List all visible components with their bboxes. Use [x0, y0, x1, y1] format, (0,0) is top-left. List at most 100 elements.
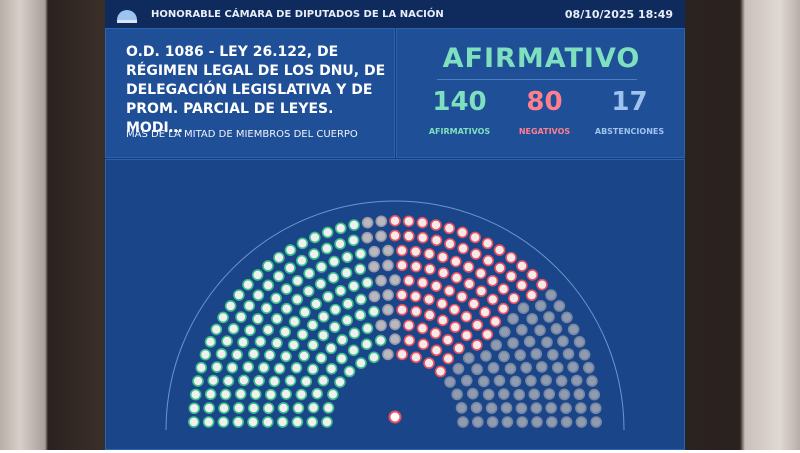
- seat: [188, 402, 201, 415]
- seat: [355, 293, 367, 306]
- seat: [237, 336, 249, 349]
- seat: [450, 272, 463, 284]
- seat: [343, 365, 356, 378]
- seat: [334, 222, 347, 235]
- seat: [268, 375, 281, 388]
- seat: [436, 251, 449, 263]
- seat: [463, 278, 476, 290]
- seat: [211, 361, 223, 373]
- seat: [317, 374, 330, 387]
- seat: [203, 402, 215, 414]
- seat: [504, 362, 517, 375]
- seat: [423, 293, 435, 306]
- seat: [423, 248, 436, 260]
- seat: [396, 259, 408, 272]
- seat: [291, 293, 304, 306]
- seat: [487, 362, 500, 374]
- seat: [520, 361, 532, 374]
- seat: [284, 374, 297, 387]
- seat: [327, 272, 340, 284]
- seat: [498, 326, 511, 338]
- seat: [409, 245, 422, 258]
- logo: [117, 10, 137, 23]
- seat: [300, 375, 313, 388]
- seat: [471, 416, 484, 428]
- seat: [382, 289, 394, 301]
- seat: [588, 388, 601, 401]
- seat: [361, 322, 374, 335]
- seat: [325, 362, 338, 375]
- seat: [329, 303, 342, 316]
- seat: [396, 244, 408, 257]
- seat: [494, 262, 506, 274]
- seat: [443, 285, 456, 297]
- seat: [262, 416, 274, 428]
- seat: [515, 279, 528, 292]
- majority: MÁS DE LA MITAD DE MIEMBROS DEL CUERPO: [126, 129, 358, 140]
- result: AFIRMATIVO: [442, 43, 641, 74]
- seat: [481, 237, 494, 250]
- seat: [455, 402, 468, 414]
- seat: [306, 319, 319, 331]
- seat: [479, 306, 491, 319]
- seat: [284, 262, 296, 274]
- seat: [525, 374, 537, 387]
- seat: [485, 402, 498, 414]
- seat: [471, 363, 483, 376]
- seat: [277, 402, 290, 414]
- seat: [188, 416, 200, 428]
- seat: [232, 416, 244, 428]
- seat: [375, 274, 387, 287]
- tally-count: 80: [526, 87, 563, 117]
- seat: [441, 334, 454, 346]
- seat: [560, 416, 573, 428]
- header-bar: HONORABLE CÁMARA DE DIPUTADOS DE LA NACI…: [105, 0, 685, 28]
- tally-label: NEGATIVOS: [518, 127, 571, 136]
- seat: [322, 290, 334, 303]
- seat: [218, 402, 230, 414]
- seat: [375, 215, 388, 228]
- seat: [382, 348, 394, 361]
- seat: [507, 313, 519, 325]
- seat: [210, 323, 223, 336]
- seat: [443, 222, 456, 235]
- seat: [296, 328, 309, 341]
- seat: [578, 348, 591, 361]
- seat: [424, 263, 436, 275]
- seat: [309, 231, 321, 244]
- seat: [251, 269, 264, 281]
- seat: [480, 350, 492, 362]
- seat: [429, 327, 442, 340]
- seat: [409, 290, 422, 303]
- seat: [497, 283, 510, 295]
- seat: [347, 280, 360, 292]
- seat: [442, 352, 455, 365]
- seat: [231, 348, 243, 361]
- seat: [444, 238, 456, 250]
- seat: [252, 313, 264, 325]
- seat: [273, 251, 285, 264]
- seat: [321, 242, 333, 255]
- seat: [553, 300, 566, 312]
- seat: [307, 339, 319, 351]
- seat: [474, 267, 487, 280]
- seat: [410, 260, 422, 273]
- seat: [368, 245, 381, 258]
- seat: [347, 344, 360, 357]
- seat: [430, 234, 443, 247]
- seat: [457, 242, 469, 255]
- seat: [290, 362, 303, 374]
- seat: [253, 374, 265, 387]
- seat: [291, 416, 304, 428]
- seat: [262, 324, 274, 336]
- seat: [514, 349, 527, 361]
- chamber-panel: [105, 159, 685, 450]
- seat: [204, 336, 217, 348]
- seat: [536, 361, 548, 373]
- seat: [460, 310, 473, 323]
- seat: [322, 402, 335, 414]
- seat: [202, 416, 215, 428]
- seat: [500, 402, 513, 414]
- seat: [252, 289, 265, 302]
